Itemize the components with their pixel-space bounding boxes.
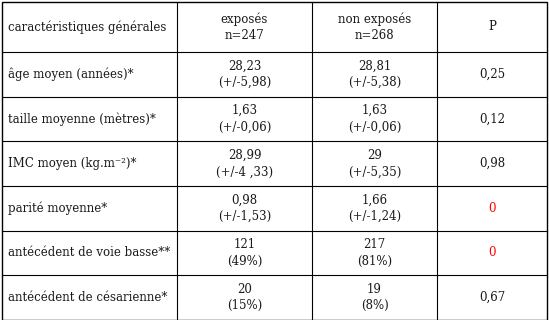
Text: 29
(+/-5,35): 29 (+/-5,35) (348, 149, 401, 179)
Text: 1,63
(+/-0,06): 1,63 (+/-0,06) (348, 104, 401, 134)
Text: 217
(81%): 217 (81%) (357, 238, 392, 268)
Text: 121
(49%): 121 (49%) (227, 238, 262, 268)
Text: 0,98
(+/-1,53): 0,98 (+/-1,53) (218, 194, 271, 223)
Text: 0,12: 0,12 (479, 113, 505, 125)
Text: P: P (488, 20, 496, 34)
Text: non exposés
n=268: non exposés n=268 (338, 12, 411, 42)
Text: 0,98: 0,98 (479, 157, 505, 170)
Text: 1,66
(+/-1,24): 1,66 (+/-1,24) (348, 194, 401, 223)
Text: 28,23
(+/-5,98): 28,23 (+/-5,98) (218, 60, 271, 89)
Text: 0: 0 (488, 202, 496, 215)
Text: 28,99
(+/-4 ,33): 28,99 (+/-4 ,33) (216, 149, 273, 179)
Text: 0,67: 0,67 (479, 291, 505, 304)
Text: taille moyenne (mètres)*: taille moyenne (mètres)* (8, 112, 156, 126)
Text: parité moyenne*: parité moyenne* (8, 202, 107, 215)
Text: 20
(15%): 20 (15%) (227, 283, 262, 312)
Text: 0,25: 0,25 (479, 68, 505, 81)
Text: antécédent de voie basse**: antécédent de voie basse** (8, 246, 170, 260)
Text: IMC moyen (kg.m⁻²)*: IMC moyen (kg.m⁻²)* (8, 157, 137, 170)
Text: 19
(8%): 19 (8%) (361, 283, 388, 312)
Text: 28,81
(+/-5,38): 28,81 (+/-5,38) (348, 60, 401, 89)
Text: caractéristiques générales: caractéristiques générales (8, 20, 166, 34)
Text: âge moyen (années)*: âge moyen (années)* (8, 68, 133, 81)
Text: 0: 0 (488, 246, 496, 260)
Text: 1,63
(+/-0,06): 1,63 (+/-0,06) (218, 104, 271, 134)
Text: exposés
n=247: exposés n=247 (221, 12, 268, 42)
Text: antécédent de césarienne*: antécédent de césarienne* (8, 291, 167, 304)
